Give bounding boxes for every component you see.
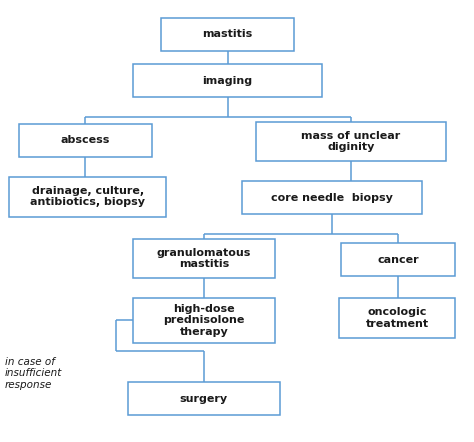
FancyBboxPatch shape bbox=[161, 18, 294, 51]
FancyBboxPatch shape bbox=[133, 239, 275, 278]
FancyBboxPatch shape bbox=[256, 122, 446, 161]
Text: drainage, culture,
antibiotics, biopsy: drainage, culture, antibiotics, biopsy bbox=[30, 186, 145, 207]
FancyBboxPatch shape bbox=[341, 243, 455, 276]
Text: mastitis: mastitis bbox=[202, 29, 253, 39]
FancyBboxPatch shape bbox=[9, 177, 166, 217]
FancyBboxPatch shape bbox=[339, 298, 455, 338]
FancyBboxPatch shape bbox=[133, 298, 275, 343]
Text: oncologic
treatment: oncologic treatment bbox=[365, 308, 428, 329]
FancyBboxPatch shape bbox=[242, 181, 422, 214]
Text: high-dose
prednisolone
therapy: high-dose prednisolone therapy bbox=[163, 304, 245, 337]
FancyBboxPatch shape bbox=[128, 382, 280, 415]
FancyBboxPatch shape bbox=[19, 124, 152, 157]
Text: granulomatous
mastitis: granulomatous mastitis bbox=[156, 248, 251, 269]
Text: abscess: abscess bbox=[61, 135, 110, 145]
Text: core needle  biopsy: core needle biopsy bbox=[271, 193, 393, 203]
Text: surgery: surgery bbox=[180, 394, 228, 404]
Text: in case of
insufficient
response: in case of insufficient response bbox=[5, 357, 62, 390]
Text: imaging: imaging bbox=[202, 76, 253, 86]
Text: cancer: cancer bbox=[377, 255, 419, 265]
FancyBboxPatch shape bbox=[133, 64, 322, 97]
Text: mass of unclear
diginity: mass of unclear diginity bbox=[301, 131, 401, 152]
